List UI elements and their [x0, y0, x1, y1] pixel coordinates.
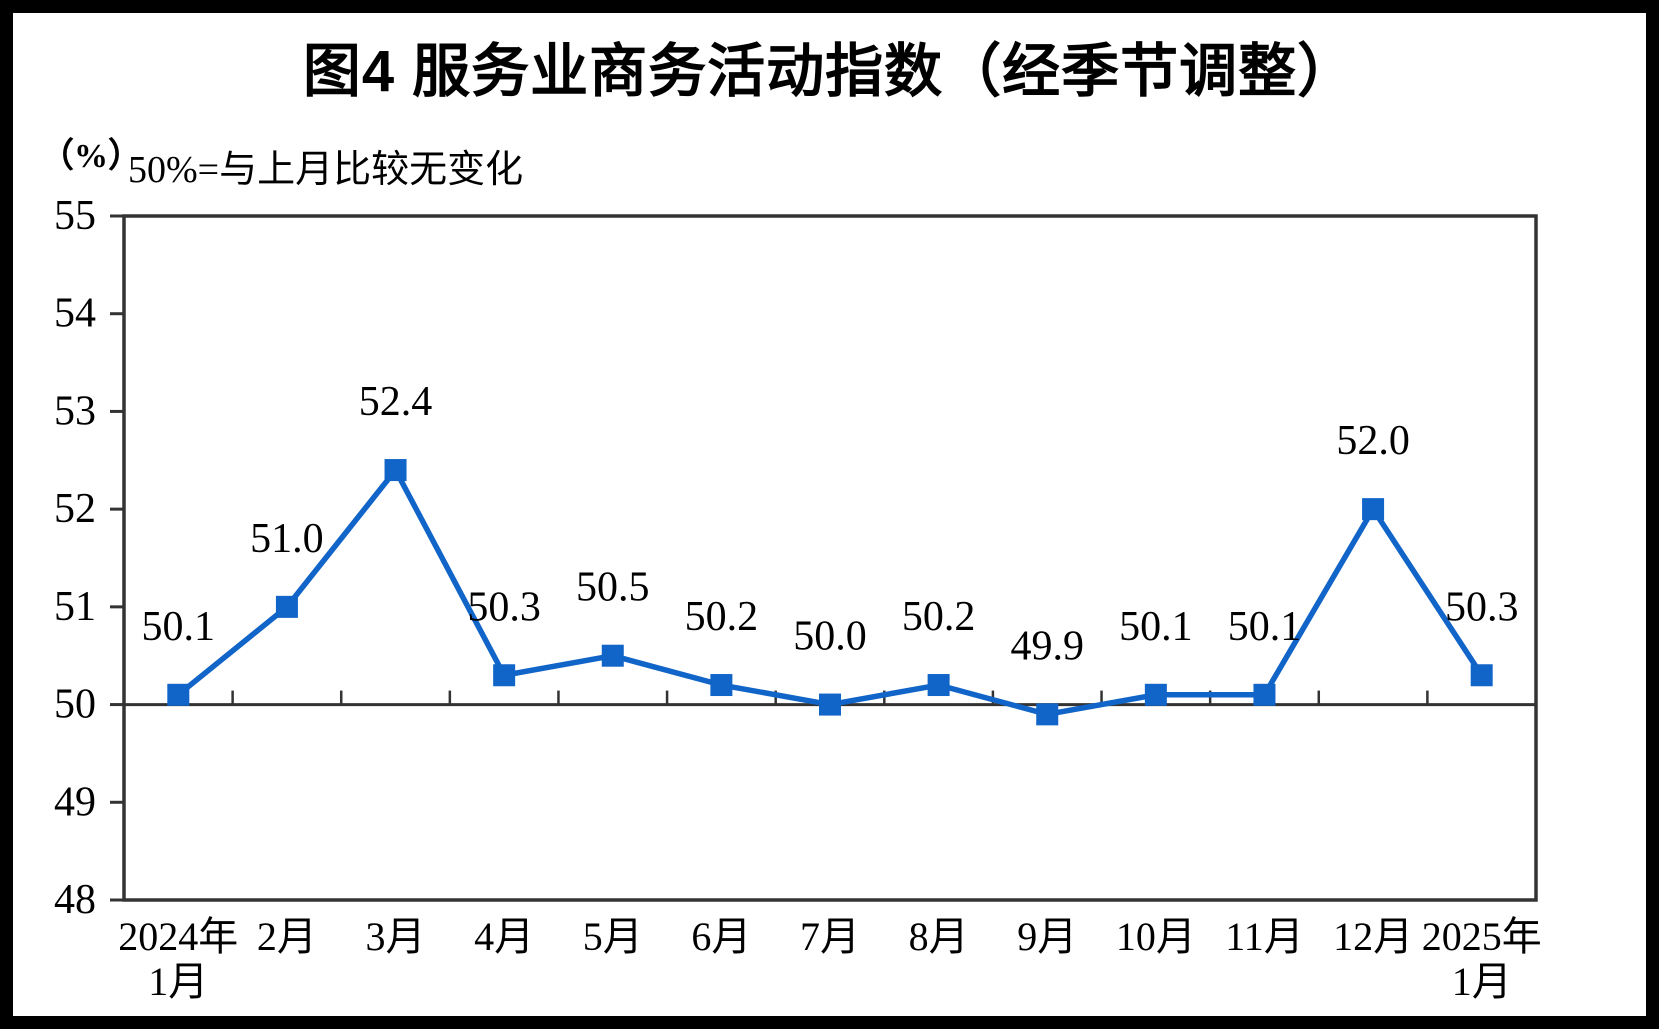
data-point-marker [601, 644, 624, 667]
x-axis-category-label: 9月 [1017, 914, 1077, 959]
data-point-label: 50.2 [685, 594, 759, 640]
data-point-marker [1362, 498, 1385, 521]
data-point-label: 52.4 [359, 379, 433, 425]
data-point-marker [710, 674, 733, 697]
data-point-label: 50.1 [1228, 604, 1302, 650]
y-axis-unit-label: （%） [40, 138, 142, 175]
data-point-label: 50.3 [467, 584, 541, 630]
x-axis-category-label: 3月 [366, 914, 426, 959]
y-axis-tick-label: 50 [54, 682, 96, 728]
data-line [175, 467, 1485, 718]
data-point-marker [927, 674, 950, 697]
data-point-marker [493, 664, 516, 687]
y-axis-tick-label: 54 [54, 291, 96, 337]
x-axis-category-label: 5月 [583, 914, 643, 959]
y-axis-tick-label: 49 [54, 779, 96, 825]
data-point-label: 50.1 [1119, 604, 1193, 650]
data-point-label: 52.0 [1336, 418, 1410, 464]
data-point-marker [384, 459, 407, 482]
chart-title: 图4 服务业商务活动指数（经季节调整） [302, 39, 1357, 104]
data-point-marker [1470, 664, 1493, 687]
x-axis-category-label: 7月 [800, 914, 860, 959]
x-axis-category-label: 2月 [257, 914, 317, 959]
data-point-label: 49.9 [1010, 623, 1084, 669]
x-axis-category-label: 4月 [474, 914, 534, 959]
data-point-marker [1036, 703, 1059, 726]
x-axis-category-label: 8月 [909, 914, 969, 959]
y-axis-tick-label: 55 [54, 193, 96, 239]
x-axis-category-label: 12月 [1333, 914, 1413, 959]
data-point-label: 50.1 [142, 604, 216, 650]
data-point-label: 50.0 [793, 614, 867, 660]
y-axis-tick-label: 52 [54, 486, 96, 532]
data-point-marker [167, 683, 190, 706]
data-point-marker [1253, 683, 1276, 706]
data-point-label: 50.3 [1445, 584, 1519, 630]
data-point-marker [1144, 683, 1167, 706]
plot-area-border [122, 214, 1538, 902]
x-axis-category-label: 11月 [1225, 914, 1304, 959]
x-axis-category-label: 2025年 1月 [1422, 914, 1542, 1004]
data-point-marker [275, 595, 298, 618]
x-axis-category-label: 6月 [691, 914, 751, 959]
x-axis-category-label: 2024年 1月 [118, 914, 238, 1004]
chart-subtitle: 50%=与上月比较无变化 [128, 149, 524, 191]
y-axis-tick-label: 48 [54, 877, 96, 923]
y-axis-tick-label: 53 [54, 388, 96, 434]
data-point-label: 50.5 [576, 565, 650, 611]
x-axis-category-label: 10月 [1116, 914, 1196, 959]
data-point-label: 51.0 [250, 516, 324, 562]
data-point-marker [819, 693, 841, 716]
y-axis-tick-label: 51 [54, 584, 96, 630]
data-point-label: 50.2 [902, 594, 976, 640]
